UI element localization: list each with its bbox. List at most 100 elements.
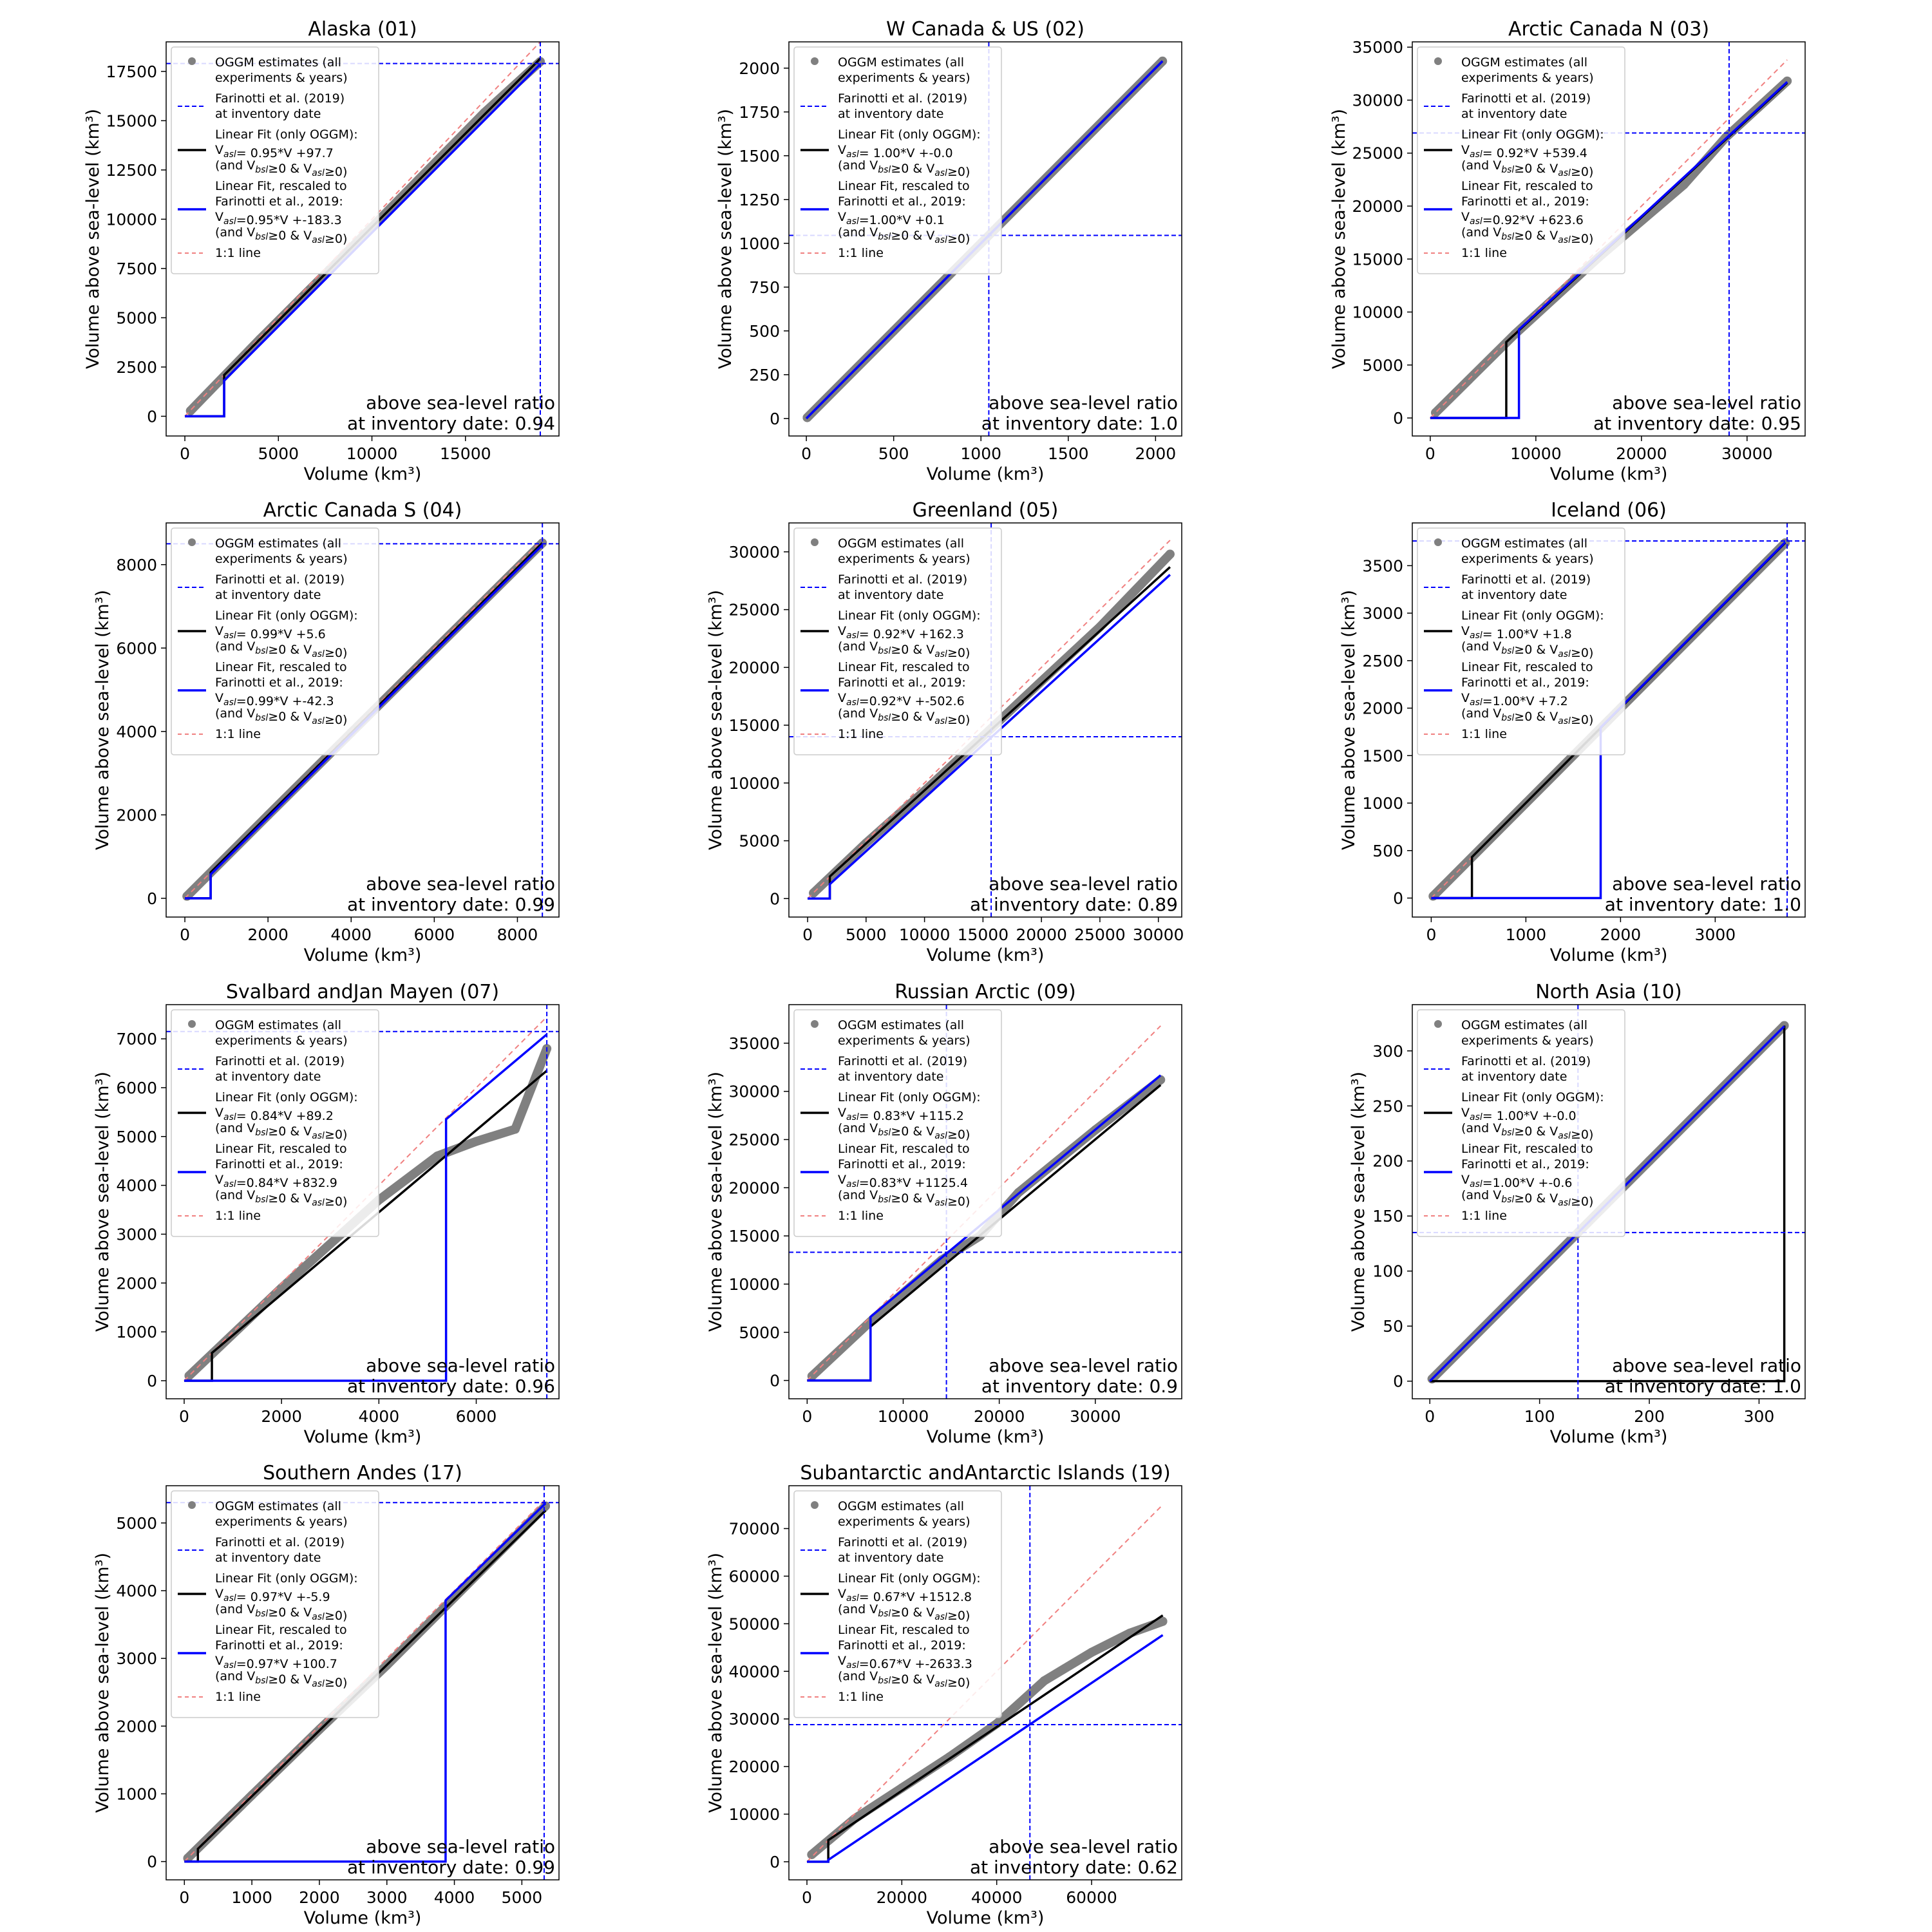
legend-farinotti-label: Farinotti et al. (2019) (838, 91, 967, 106)
fit-rescaled-line (184, 1033, 548, 1382)
x-tick-label: 3000 (1695, 925, 1736, 944)
x-tick-label: 0 (180, 925, 190, 944)
axes-frame (1412, 1004, 1806, 1399)
legend-fit-ogg-label: Vasl= 0.97*V +-5.9 (215, 1587, 330, 1604)
legend-ogg-label: experiments & years) (1461, 552, 1594, 566)
ratio-annotation: at inventory date: 0.89 (970, 894, 1178, 915)
legend-fit-ogg-label: Vasl= 1.00*V +1.8 (1461, 624, 1572, 641)
legend-fit-rescaled-label: Linear Fit, rescaled to (1461, 1142, 1593, 1156)
legend-fit-rescaled-label: Linear Fit, rescaled to (215, 660, 347, 674)
legend-farinotti-label: Farinotti et al. (2019) (215, 91, 345, 106)
plot-area (166, 1005, 559, 1399)
y-tick-label: 3000 (1362, 604, 1403, 623)
legend-one-to-one-label: 1:1 line (838, 246, 884, 260)
x-axis-label: Volume (km³) (1550, 464, 1668, 484)
y-tick-label: 500 (1372, 842, 1403, 860)
x-tick-label: 15000 (440, 444, 491, 463)
x-tick-label: 20000 (974, 1407, 1025, 1426)
legend-fit-rescaled-label: Vasl=1.00*V +7.2 (1461, 691, 1568, 708)
legend-ogg-marker (188, 538, 196, 546)
legend-farinotti-label: at inventory date (838, 1551, 943, 1565)
y-tick-label: 40000 (728, 1662, 780, 1681)
y-axis-label: Volume above sea-level (km³) (706, 1553, 726, 1813)
y-tick-label: 60000 (728, 1567, 780, 1586)
legend-frame (171, 1490, 379, 1718)
legend-fit-rescaled-label: (and Vbsl≥0 & Vasl≥0) (838, 225, 970, 246)
legend-ogg-label: OGGM estimates (all (215, 1018, 341, 1032)
y-tick-label: 5000 (116, 308, 157, 327)
y-tick-label: 35000 (728, 1034, 780, 1053)
y-tick-label: 15000 (1352, 250, 1403, 269)
legend-ogg-label: OGGM estimates (all (1461, 536, 1587, 551)
y-tick-label: 25000 (728, 601, 780, 620)
legend-fit-rescaled-label: Vasl=0.67*V +-2633.3 (838, 1654, 972, 1671)
legend-farinotti-label: at inventory date (215, 1551, 321, 1565)
ogg-point (1158, 1616, 1168, 1626)
subplot-2: W Canada & US (02) 0 500 1000 1500 2000 0 250 50… (715, 18, 1182, 484)
y-tick-label: 2500 (116, 358, 157, 377)
x-axis-label: Volume (km³) (304, 464, 422, 484)
x-tick-label: 0 (1426, 925, 1436, 944)
legend-fit-rescaled-label: Linear Fit, rescaled to (215, 1142, 347, 1156)
y-tick-label: 50 (1383, 1317, 1403, 1336)
legend-frame (171, 527, 379, 755)
legend-one-to-one-label: 1:1 line (1461, 727, 1507, 741)
ratio-annotation: at inventory date: 0.99 (347, 1857, 555, 1878)
legend-fit-rescaled-label: Vasl=0.95*V +-183.3 (215, 210, 342, 227)
y-tick-label: 5000 (116, 1128, 157, 1146)
legend-farinotti-label: at inventory date (1461, 107, 1567, 121)
legend-fit-ogg-label: Vasl= 1.00*V +-0.0 (838, 143, 953, 160)
y-tick-label: 2000 (116, 806, 157, 824)
ogg-point (937, 1255, 947, 1265)
legend-farinotti-label: at inventory date (838, 107, 943, 121)
legend-fit-rescaled-label: Vasl=0.83*V +1125.4 (838, 1173, 968, 1190)
x-tick-label: 40000 (971, 1888, 1023, 1907)
legend-fit-ogg-label: (and Vbsl≥0 & Vasl≥0) (838, 158, 970, 179)
y-tick-label: 10000 (106, 210, 157, 229)
axes-frame (166, 41, 560, 437)
legend-fit-rescaled-label: Linear Fit, rescaled to (838, 660, 970, 674)
y-tick-label: 0 (1393, 1372, 1403, 1391)
legend-fit-rescaled-label: Farinotti et al., 2019: (215, 1638, 343, 1653)
legend-farinotti-label: at inventory date (1461, 588, 1567, 602)
y-tick-label: 2500 (1362, 652, 1403, 670)
x-tick-label: 2000 (247, 925, 289, 944)
y-tick-label: 5000 (739, 1323, 780, 1342)
x-tick-label: 0 (1425, 444, 1435, 463)
legend-ogg-label: experiments & years) (838, 1515, 971, 1529)
subplot-title: Southern Andes (17) (263, 1462, 462, 1484)
axes-frame (1412, 522, 1806, 918)
legend-ogg-marker (1434, 1020, 1442, 1028)
legend-fit-rescaled-label: Farinotti et al., 2019: (215, 194, 343, 209)
x-axis-label: Volume (km³) (1550, 1427, 1668, 1447)
legend-fit-ogg-label: Vasl= 0.67*V +1512.8 (838, 1587, 972, 1604)
axes-frame (788, 522, 1182, 918)
legend-fit-rescaled-label: Vasl=0.92*V +623.6 (1461, 210, 1584, 227)
legend-fit-ogg-label: Vasl= 0.95*V +97.7 (215, 143, 334, 160)
ogg-point (1679, 180, 1689, 190)
legend-fit-rescaled-label: (and Vbsl≥0 & Vasl≥0) (215, 1188, 347, 1209)
legend-fit-ogg-label: (and Vbsl≥0 & Vasl≥0) (1461, 1121, 1593, 1142)
legend-fit-ogg-label: Linear Fit (only OGGM): (1461, 1090, 1604, 1104)
y-tick-label: 2000 (1362, 699, 1403, 718)
legend-fit-ogg-label: (and Vbsl≥0 & Vasl≥0) (215, 158, 347, 179)
subplot-title: North Asia (10) (1535, 981, 1681, 1003)
legend-fit-rescaled-label: (and Vbsl≥0 & Vasl≥0) (1461, 1188, 1593, 1209)
legend-fit-rescaled-label: Linear Fit, rescaled to (1461, 179, 1593, 193)
subplot-10: Southern Andes (17) 0 1000 2000 3000 4000 5000… (93, 1462, 560, 1928)
legend-farinotti-label: Farinotti et al. (2019) (838, 573, 967, 587)
y-tick-label: 0 (147, 1853, 157, 1871)
x-tick-label: 10000 (346, 444, 398, 463)
axes-frame (1412, 41, 1806, 437)
ogg-point (433, 1151, 442, 1161)
legend-frame (793, 1009, 1002, 1237)
y-tick-label: 0 (1393, 889, 1403, 908)
x-tick-label: 0 (179, 1888, 189, 1907)
y-tick-label: 3000 (116, 1225, 157, 1244)
y-tick-label: 10000 (728, 774, 780, 793)
legend-one-to-one-label: 1:1 line (215, 727, 261, 741)
legend-frame (793, 527, 1002, 755)
